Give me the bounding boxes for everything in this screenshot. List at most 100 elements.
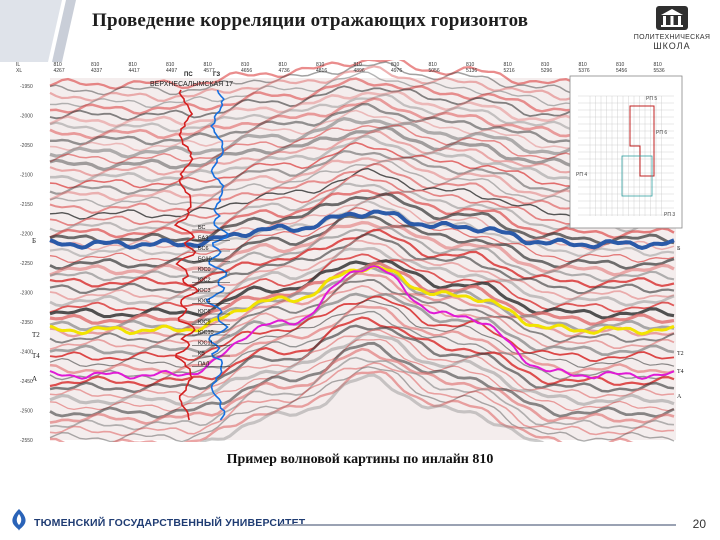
inline-label: 810 [91,62,100,68]
crossline-label: 4896 [354,68,365,74]
time-tick-label: -2100 [20,173,33,179]
map-area-label: РП 6 [656,130,667,136]
time-tick-label: -2550 [20,438,33,442]
time-tick-label: -2450 [20,379,33,385]
crossline-label: 4497 [166,68,177,74]
seismic-reflector [49,220,675,277]
formation-top-label: ЮС6 [198,309,211,315]
crossline-label: 4656 [241,68,252,74]
crossline-label: 4816 [316,68,327,74]
formation-top-label: ЮС2 [198,278,211,284]
crossline-label: 4267 [54,68,65,74]
inline-label: 810 [204,62,213,68]
time-tick-label: -2050 [20,143,33,149]
seismic-reflector [49,299,675,369]
inline-label: 810 [654,62,663,68]
seismic-reflector [49,331,675,407]
sp-log-curve [173,89,200,421]
horizon-label-left: А [32,375,37,383]
license-boundary [629,105,655,177]
formation-top-label: ЮС9 [198,320,211,326]
inline-label: 810 [129,62,138,68]
inline-label: 810 [316,62,325,68]
seismic-reflector [49,341,675,419]
header-stripes [0,0,76,62]
formation-top-label: КВ [198,351,205,357]
time-tick-label: -2200 [20,232,33,238]
school-logo: ПОЛИТЕХНИЧЕСКАЯ ШКОЛА [628,4,716,62]
seismic-reflector [49,259,675,320]
inline-label: 810 [541,62,550,68]
horizon-label-right: Т4 [677,369,684,375]
slide-header: Проведение корреляции отражающих горизон… [0,0,720,62]
crossline-label: 4577 [204,68,215,74]
horizon-label-left: Б [32,237,36,245]
seismic-reflector [49,189,675,240]
crossline-label: 5056 [429,68,440,74]
seismic-reflector [49,272,675,338]
seismic-reflector [49,265,675,332]
inline-label: 810 [616,62,625,68]
time-tick-label: -2400 [20,350,33,356]
logo-text-line1: ПОЛИТЕХНИЧЕСКАЯ [633,34,711,41]
footer-divider [280,524,676,526]
seismic-reflector [49,366,675,442]
crossline-label: 5536 [654,68,665,74]
time-tick-label: -1950 [20,84,33,90]
inline-label: 810 [466,62,475,68]
formation-top-label: ЮС3 [198,288,211,294]
seismic-reflector [49,370,634,442]
crossline-label: 5456 [616,68,627,74]
formation-top-label: БАЗ [198,236,209,242]
time-tick-label: -2150 [20,202,33,208]
crossline-label: 5376 [579,68,590,74]
horizon-label-right: Б [677,246,681,252]
building-icon [656,6,688,30]
formation-top-label: ЮС4 [198,299,211,305]
seismic-reflector [49,338,675,412]
well-name: ВЕРХНЕСАЛЫМСКАЯ 17 [150,81,233,88]
university-logo-icon [12,509,26,531]
map-area-label: РП 4 [576,172,587,178]
crossline-label: 4736 [279,68,290,74]
seismic-reflector [49,328,675,399]
sp-log-label: ПС [184,72,193,78]
formation-top-label: БС6 [198,246,209,252]
crossline-label: 5216 [504,68,515,74]
map-area-label: РП 3 [664,212,675,218]
crossline-label: 4417 [129,68,140,74]
seismic-profile: ILXL810426781043378104417810449781045778… [16,60,684,442]
inline-label: 810 [391,62,400,68]
inline-label: 810 [241,62,250,68]
time-tick-label: -2300 [20,291,33,297]
crossline-label: 4976 [391,68,402,74]
gz-log-label: ГЗ [213,72,220,78]
horizon-a-line [49,264,675,380]
university-name: ТЮМЕНСКИЙ ГОСУДАРСТВЕННЫЙ УНИВЕРСИТЕТ [34,517,306,529]
time-tick-label: -2250 [20,261,33,267]
inline-label: 810 [354,62,363,68]
inline-label: 810 [166,62,175,68]
crossline-label: 5296 [541,68,552,74]
horizon-label-left: Т4 [32,352,40,360]
formation-top-label: ЮС10 [198,330,214,336]
inline-label: 810 [279,62,288,68]
seismic-reflector [49,192,675,246]
seismic-section: IL XL 810 4267 810 4337 810 4417 810 4497 810 4577 8… [8,60,684,442]
logo-text-line2: ШКОЛА [653,41,691,51]
figure-caption: Пример волновой картины по инлайн 810 [226,452,494,467]
seismic-reflector [49,200,675,257]
gz-log-curve [205,89,230,421]
time-tick-label: -2000 [20,114,33,120]
inline-label: 810 [429,62,438,68]
seismic-reflector [49,356,675,431]
seismic-reflector [49,232,675,295]
crossline-label: 4337 [91,68,102,74]
horizon-label-right: Т2 [677,351,684,357]
formation-top-label: ЮС11 [198,341,213,347]
seismic-reflector [49,247,675,308]
seismic-reflector [49,279,675,344]
seismic-reflector [49,292,675,357]
formation-top-label: ПАЛ [198,362,210,368]
seismic-reflector [49,310,675,381]
